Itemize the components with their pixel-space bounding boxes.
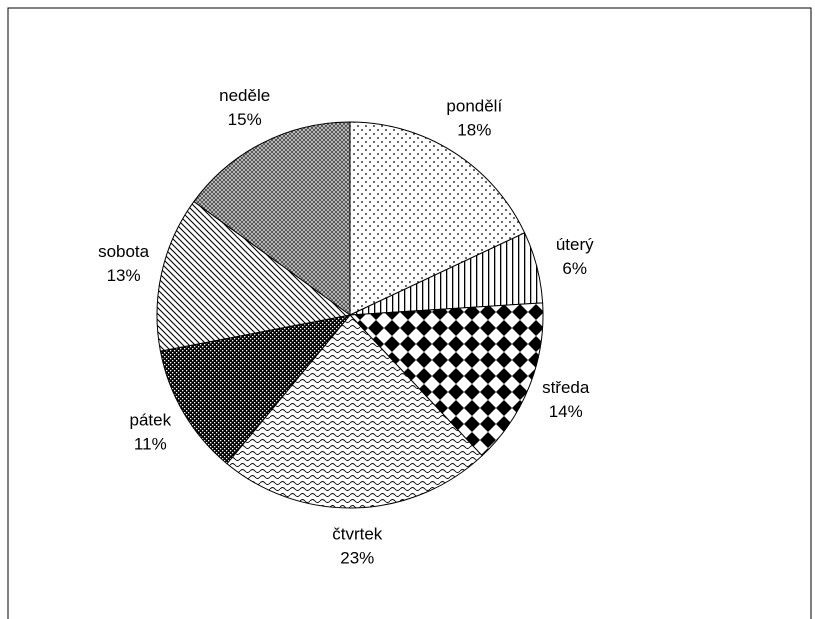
pie-slice (348, 302, 544, 457)
slice-label: čtvrtek (332, 524, 383, 543)
slice-value-label: 11% (134, 435, 167, 454)
pie-slice (193, 121, 351, 316)
slice-value-label: 14% (549, 402, 583, 421)
pie-slice (156, 200, 352, 352)
slice-value-label: 13% (107, 266, 141, 285)
slice-label: středa (542, 378, 590, 397)
slice-label: pondělí (446, 97, 502, 116)
slice-label: sobota (98, 242, 150, 261)
slice-value-label: 15% (228, 110, 262, 129)
slice-label: pátek (130, 411, 172, 430)
slice-label: úterý (556, 235, 594, 254)
pie-slice (226, 314, 483, 509)
slice-value-label: 23% (340, 548, 374, 567)
pie-slice (159, 314, 352, 465)
slice-value-label: 6% (562, 259, 587, 278)
slice-label: neděle (219, 86, 270, 105)
pie-slice (349, 121, 526, 316)
slice-value-label: 18% (457, 121, 491, 140)
